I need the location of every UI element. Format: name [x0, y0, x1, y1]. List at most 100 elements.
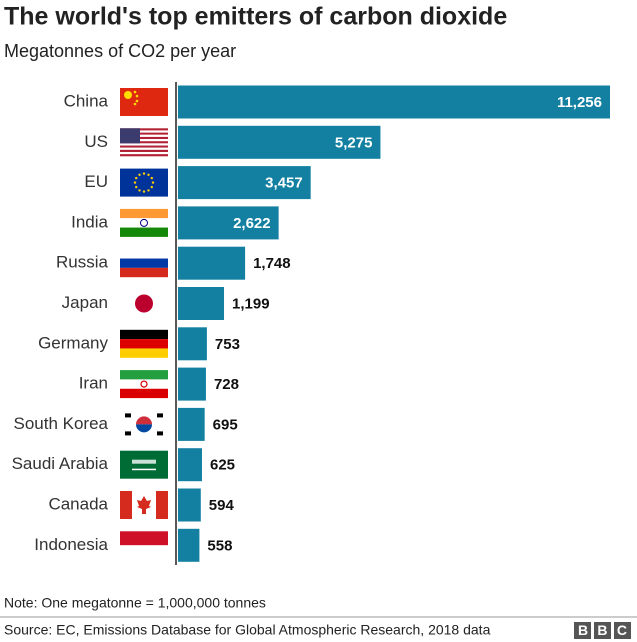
bar	[178, 206, 279, 240]
flag-part	[135, 94, 139, 98]
flag-part	[120, 267, 168, 278]
flag	[120, 410, 168, 439]
flag-part	[157, 431, 163, 436]
flag	[120, 329, 168, 358]
category-label: Russia	[56, 253, 109, 272]
flag	[120, 289, 168, 318]
flag-part	[120, 531, 168, 546]
value-label: 3,457	[265, 175, 303, 192]
category-label: Iran	[79, 374, 108, 393]
flag-part	[120, 491, 132, 519]
flag-part	[150, 176, 153, 180]
bar	[178, 287, 225, 320]
flag-part	[120, 370, 168, 380]
flag-part	[132, 459, 156, 464]
flag-part	[120, 379, 168, 389]
flag-part	[120, 128, 140, 144]
flag-part	[120, 141, 168, 144]
category-label: Canada	[48, 494, 108, 513]
flag-part	[120, 218, 168, 228]
category-label: Saudi Arabia	[12, 454, 109, 473]
flag-part	[157, 413, 163, 418]
flag-part	[132, 468, 156, 471]
value-label: 558	[207, 537, 232, 554]
flag-part	[138, 189, 141, 192]
flag-part	[138, 173, 141, 177]
value-label: 728	[214, 376, 239, 393]
flag-part	[142, 190, 146, 193]
flag	[120, 128, 168, 157]
flag-part	[120, 208, 168, 219]
bar	[178, 367, 206, 401]
logo-box	[574, 622, 591, 639]
flag-part	[133, 90, 137, 94]
value-label: 753	[215, 336, 240, 353]
category-label: Japan	[62, 293, 108, 312]
flag-part	[135, 185, 138, 189]
flag-part	[133, 102, 137, 106]
flag-part	[150, 185, 153, 189]
category-label: India	[71, 212, 108, 231]
value-label: 695	[213, 416, 238, 433]
flag-part	[120, 136, 168, 140]
flag	[120, 491, 168, 519]
flag-part	[120, 450, 168, 479]
value-label: 594	[209, 497, 235, 514]
flag-part	[120, 227, 168, 237]
flag-part	[120, 339, 168, 349]
flag-part	[120, 258, 168, 268]
flag-part	[120, 143, 168, 146]
flag-part	[125, 413, 131, 418]
category-label: China	[64, 91, 109, 110]
flag	[120, 450, 168, 479]
flag-part	[140, 380, 148, 388]
logo-box	[594, 622, 611, 639]
bar	[178, 125, 381, 159]
value-label: 1,199	[232, 295, 270, 312]
category-label: South Korea	[13, 414, 108, 433]
source: Source: EC, Emissions Database for Globa…	[4, 622, 491, 638]
value-label: 2,622	[233, 215, 271, 232]
value-label: 5,275	[335, 134, 373, 151]
logo: BBC	[578, 622, 636, 638]
flag-part	[120, 154, 168, 157]
logo-box	[614, 622, 631, 639]
bar	[178, 448, 202, 482]
flag-part	[120, 388, 168, 399]
bar	[178, 85, 610, 119]
flag-part	[120, 329, 168, 340]
flag-part	[135, 294, 153, 313]
flag-part	[135, 99, 139, 103]
flag-part	[120, 130, 168, 133]
flag-part	[136, 416, 152, 425]
flag	[120, 370, 168, 399]
flag-part	[140, 218, 148, 227]
flag-part	[120, 145, 168, 148]
note: Note: One megatonne = 1,000,000 tonnes	[4, 595, 266, 611]
flag	[120, 531, 168, 560]
flag-part	[120, 132, 168, 135]
category-label: Indonesia	[34, 535, 108, 554]
bar	[178, 407, 205, 441]
flag-part	[151, 181, 155, 184]
flag	[120, 88, 168, 116]
value-label: 11,256	[557, 94, 602, 111]
chart-subtitle: Megatonnes of CO2 per year	[4, 41, 236, 61]
flag-part	[147, 173, 150, 177]
flag-part	[142, 172, 146, 175]
flag-part	[125, 431, 131, 436]
flag-part	[120, 545, 168, 560]
bar	[178, 166, 311, 200]
flag	[120, 168, 168, 197]
flag-part	[120, 348, 168, 358]
chart-title: The world's top emitters of carbon dioxi…	[4, 3, 507, 31]
category-label: Germany	[38, 333, 108, 352]
flag-part	[120, 151, 168, 155]
value-label: 625	[210, 457, 235, 474]
flag-part	[120, 249, 168, 259]
category-label: EU	[84, 172, 108, 191]
flag-part	[120, 128, 168, 131]
flag-part	[156, 491, 168, 519]
bar	[178, 246, 246, 280]
